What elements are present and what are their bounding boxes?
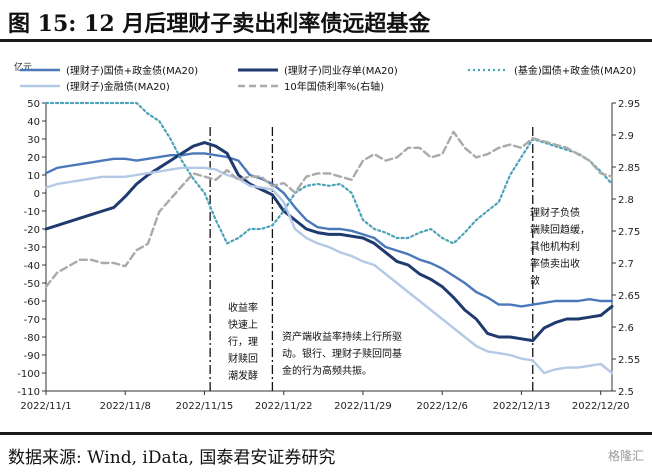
y2-tick-label: 2.5	[618, 387, 634, 398]
x-tick-label: 2022/12/20	[572, 401, 630, 412]
title-bar: 图 15: 12 月后理财子卖出利率债远超基金	[0, 0, 652, 42]
series-line-4	[44, 130, 614, 288]
y2-tick-label: 2.85	[618, 163, 640, 174]
y-tick-label: 0	[34, 189, 40, 200]
x-tick-label: 2022/11/22	[255, 401, 313, 412]
y2-tick-label: 2.6	[618, 323, 634, 334]
chart-area: 亿元 50 40 30 20 10 0 -10 -20 -30 -40 -50 -60 -70 -80 -90…	[0, 44, 652, 430]
y-tick-label: 50	[27, 99, 40, 110]
x-tick-label: 2022/12/6	[417, 401, 468, 412]
series-line-1	[44, 141, 614, 343]
y2-tick-label: 2.75	[618, 227, 640, 238]
y-tick-label: -30	[24, 243, 40, 254]
figure-title: 图 15: 12 月后理财子卖出利率债远超基金	[8, 11, 431, 37]
y-tick-label: 30	[27, 135, 40, 146]
y-tick-label: -80	[24, 333, 40, 344]
x-tick-label: 2022/11/29	[334, 401, 392, 412]
series-line-3	[44, 166, 614, 375]
source-note: 数据来源: Wind, iData, 国泰君安证券研究	[8, 448, 336, 468]
y-tick-label: 40	[27, 117, 40, 128]
y-tick-label: 10	[27, 171, 40, 182]
annotation-1: 资产端收益率持续上行所驱动。银行、理财子赎回同基金的行为高频共振。	[282, 330, 402, 377]
legend-label-4: 10年国债利率%(右轴)	[284, 80, 384, 93]
x-tick-label: 2022/11/8	[100, 401, 151, 412]
y2-tick-label: 2.55	[618, 355, 640, 366]
y-tick-label: -90	[24, 351, 40, 362]
legend-label-1: (理财子)同业存单(MA20)	[284, 64, 398, 77]
annotation-0: 收益率快速上行，理财赎回潮发酵	[228, 301, 258, 382]
y-tick-label: -20	[24, 225, 40, 236]
legend-label-3: (理财子)金融债(MA20)	[66, 80, 170, 93]
series-line-0	[44, 152, 614, 308]
y-tick-label: -110	[17, 387, 40, 398]
y2-tick-label: 2.65	[618, 291, 640, 302]
y2-tick-label: 2.8	[618, 195, 634, 206]
footer-bar: 数据来源: Wind, iData, 国泰君安证券研究 格隆汇	[0, 432, 652, 476]
y-tick-label: -10	[24, 207, 40, 218]
y2-tick-label: 2.7	[618, 259, 634, 270]
y-tick-label: -70	[24, 315, 40, 326]
series-line-2	[44, 101, 614, 245]
y-tick-label: 20	[27, 153, 40, 164]
x-tick-label: 2022/11/1	[20, 401, 71, 412]
x-tick-label: 2022/11/15	[176, 401, 234, 412]
y2-tick-label: 2.95	[618, 99, 640, 110]
y2-tick-label: 2.9	[618, 131, 634, 142]
watermark: 格隆汇	[607, 449, 644, 463]
line-chart: 亿元50403020100-10-20-30-40-50-60-70-80-90…	[14, 61, 640, 412]
y-tick-label: -60	[24, 297, 40, 308]
x-tick-label: 2022/12/13	[493, 401, 551, 412]
y-tick-label: -50	[24, 279, 40, 290]
y-tick-label: -100	[17, 369, 40, 380]
legend-label-2: (基金)国债+政金债(MA20)	[514, 64, 636, 77]
y-tick-label: -40	[24, 261, 40, 272]
annotation-2: 理财子负债端赎回趋缓，其他机构利率债卖出收敛	[530, 206, 590, 287]
legend-label-0: (理财子)国债+政金债(MA20)	[66, 64, 198, 77]
